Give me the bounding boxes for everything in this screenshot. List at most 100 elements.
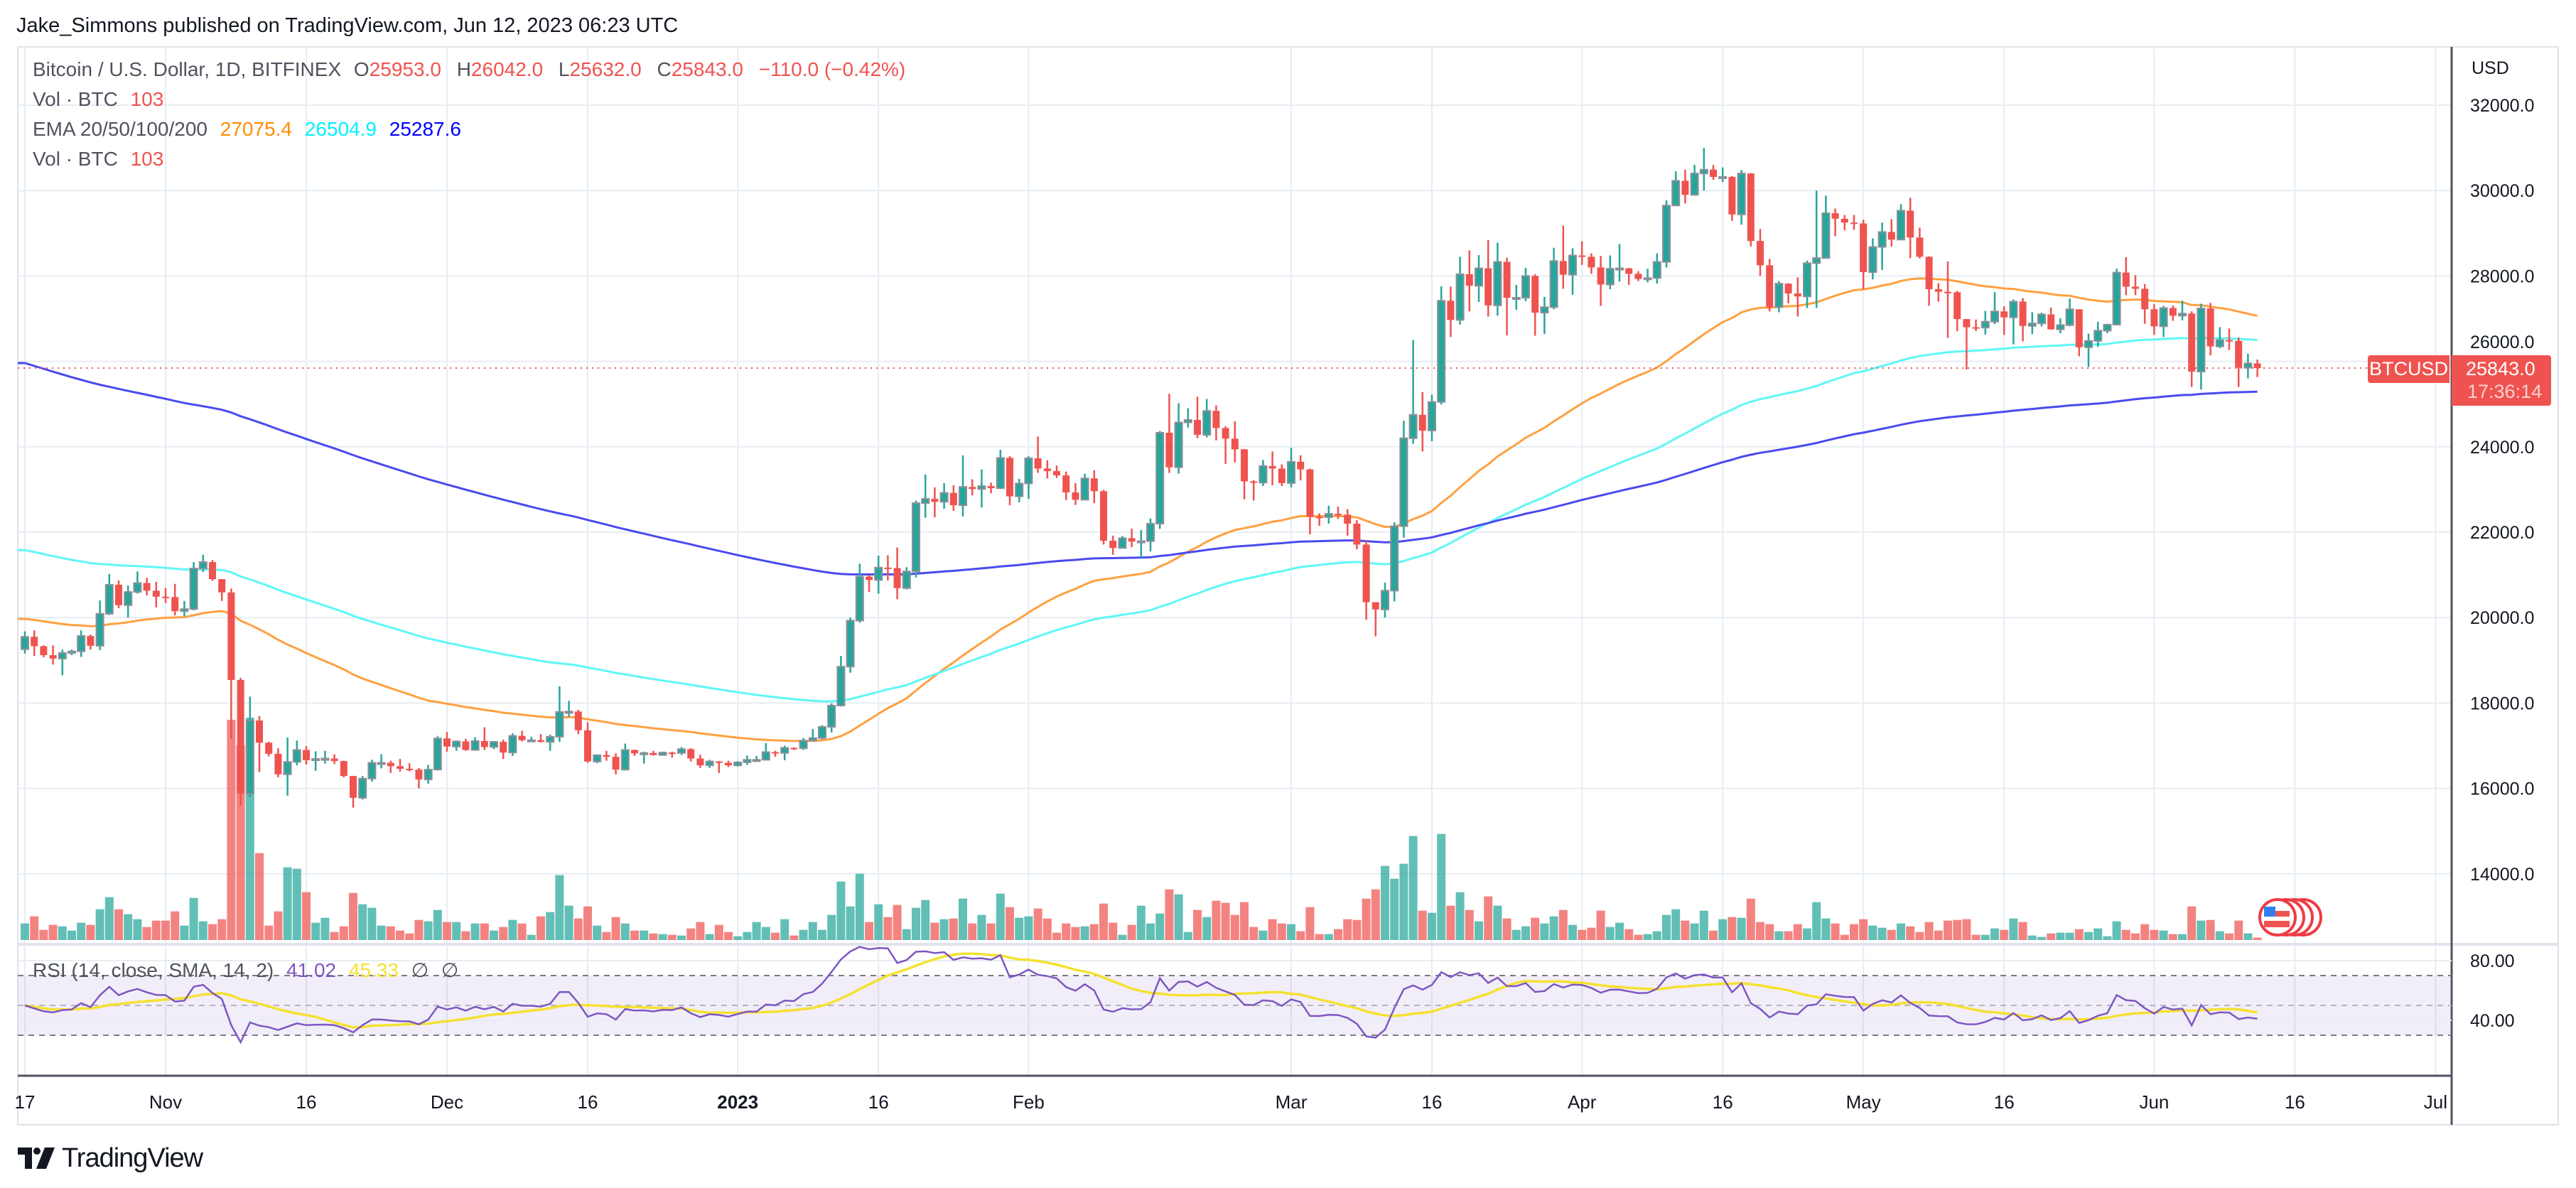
candle-body xyxy=(358,777,367,799)
candle-body xyxy=(508,735,517,754)
candle xyxy=(283,738,292,796)
candle xyxy=(1194,396,1201,438)
flag-stripe xyxy=(2275,911,2290,917)
candle-body xyxy=(1015,482,1024,497)
candle-body xyxy=(705,760,714,767)
volume-label-2[interactable]: Vol · BTC xyxy=(33,148,118,170)
candle-body xyxy=(827,705,836,728)
volume-bar xyxy=(1803,928,1811,940)
volume-bar xyxy=(490,930,498,940)
candle-body xyxy=(1568,254,1577,276)
x-tick-label: 17 xyxy=(15,1091,36,1113)
candle xyxy=(959,455,967,517)
volume-bar xyxy=(1906,926,1915,940)
candle xyxy=(1465,250,1473,312)
candle xyxy=(1868,238,1877,280)
volume-bar xyxy=(2150,929,2159,940)
volume-bar xyxy=(677,935,686,940)
volume-bar xyxy=(2121,929,2130,940)
volume-bar xyxy=(1455,892,1465,940)
volume-bar xyxy=(1671,909,1681,940)
ema-label[interactable]: EMA 20/50/100/200 xyxy=(33,118,208,140)
x-tick-label: 16 xyxy=(1994,1091,2015,1113)
volume-bar xyxy=(1540,923,1549,940)
candle-body xyxy=(1907,210,1914,238)
candle xyxy=(1503,257,1511,335)
candle-body xyxy=(1681,180,1689,195)
volume-bar xyxy=(865,922,873,940)
candle xyxy=(874,556,883,594)
candle xyxy=(677,747,686,755)
candle xyxy=(1887,219,1895,247)
x-tick-label: May xyxy=(1846,1091,1881,1113)
candle-body xyxy=(218,579,226,593)
candle xyxy=(330,754,338,765)
candle-body xyxy=(1493,261,1502,306)
volume-bar xyxy=(1493,905,1502,940)
candle xyxy=(902,567,911,590)
volume-bar xyxy=(1924,922,1934,940)
candle xyxy=(584,722,591,763)
volume-bar xyxy=(1484,896,1493,940)
volume-bar xyxy=(921,900,930,940)
candle-body xyxy=(330,758,338,762)
rsi-label[interactable]: RSI (14, close, SMA, 14, 2) xyxy=(33,959,274,981)
candle xyxy=(95,600,104,650)
candle-body xyxy=(1136,540,1146,544)
volume-bar xyxy=(593,925,602,940)
candle xyxy=(104,573,114,615)
candle-body xyxy=(1381,590,1389,610)
volume-bar xyxy=(771,932,780,940)
candle xyxy=(1662,200,1671,268)
volume-bar xyxy=(1587,927,1596,940)
candle-body xyxy=(1306,469,1314,517)
volume-bar xyxy=(1980,934,1990,940)
candle-body xyxy=(95,612,104,647)
candle-body xyxy=(866,576,873,580)
candle xyxy=(21,631,29,654)
volume-bar xyxy=(1746,898,1755,940)
volume-bar xyxy=(104,897,114,940)
candle-body xyxy=(58,652,67,659)
volume-bar xyxy=(1915,932,1924,940)
candle-body xyxy=(311,758,320,762)
candle xyxy=(2197,303,2206,390)
volume-bar xyxy=(151,920,161,940)
volume-bar xyxy=(1287,924,1295,940)
candle xyxy=(884,555,892,580)
candle xyxy=(133,571,142,594)
candle xyxy=(1212,405,1220,441)
candle-body xyxy=(1034,458,1042,469)
candle xyxy=(1916,227,1924,259)
candle-body xyxy=(687,749,695,759)
tradingview-logo[interactable]: TradingView xyxy=(18,1143,203,1173)
volume-bar xyxy=(2159,930,2168,940)
volume-bar xyxy=(649,933,658,940)
symbol-title[interactable]: Bitcoin / U.S. Dollar, 1D, BITFINEX xyxy=(33,58,342,80)
volume-bar xyxy=(1127,924,1136,940)
candle xyxy=(1821,195,1831,259)
candle-body xyxy=(855,576,864,622)
candle-body xyxy=(1934,289,1942,292)
candle-body xyxy=(874,566,883,581)
candle xyxy=(1034,436,1042,473)
candle xyxy=(1090,470,1098,504)
candle xyxy=(1934,283,1942,302)
candle xyxy=(171,583,179,616)
candle-body xyxy=(1841,218,1848,223)
volume-label[interactable]: Vol · BTC xyxy=(33,88,118,110)
volume-bar xyxy=(377,925,386,940)
candle xyxy=(2169,305,2177,321)
candle xyxy=(1643,269,1652,283)
candle-body xyxy=(452,740,461,747)
candle-body xyxy=(1766,265,1774,308)
volume-bar xyxy=(499,927,508,940)
candle-body xyxy=(1897,210,1905,241)
candle-body xyxy=(433,738,442,771)
candle xyxy=(1475,254,1483,303)
candle xyxy=(2141,284,2149,324)
ema-200-line xyxy=(18,362,2258,576)
candle-body xyxy=(1043,468,1051,472)
candle-body xyxy=(1259,465,1268,484)
